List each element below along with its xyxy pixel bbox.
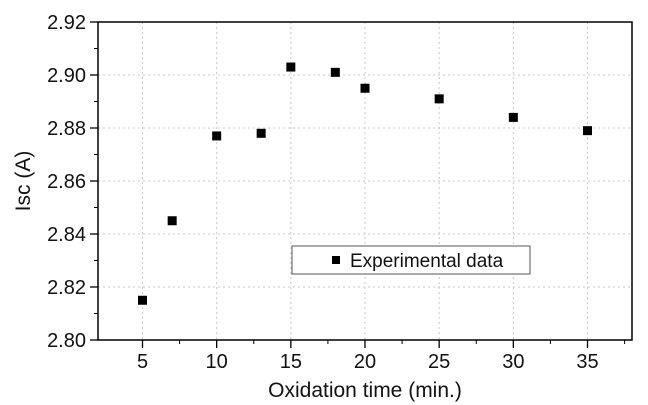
data-point	[167, 216, 177, 226]
data-point	[330, 67, 340, 77]
x-tick-label: 15	[280, 351, 302, 373]
data-point	[256, 128, 266, 138]
data-point	[286, 62, 296, 72]
legend-box	[291, 245, 531, 275]
y-tick-label: 2.86	[47, 171, 86, 193]
x-tick-label: 35	[576, 351, 598, 373]
x-tick-label: 20	[354, 351, 376, 373]
data-points	[138, 62, 592, 305]
x-tick-label: 10	[206, 351, 228, 373]
y-tick-label: 2.88	[47, 118, 86, 140]
data-point	[360, 83, 370, 93]
data-point	[434, 94, 444, 104]
y-tick-label: 2.80	[47, 330, 86, 352]
y-axis-title: Isc (A)	[12, 151, 35, 212]
y-tick-label: 2.92	[47, 12, 86, 34]
legend-marker	[332, 256, 340, 264]
x-tick-label: 25	[428, 351, 450, 373]
axis-ticks: 5 10 15 20 25 30 35 2.80 2.82 2.84 2.86 2.88 2.90 2.9…	[47, 12, 626, 373]
data-point	[212, 131, 222, 141]
legend-label: Experimental data	[350, 251, 504, 272]
y-tick-label: 2.82	[47, 277, 86, 299]
x-tick-label: 5	[137, 351, 148, 373]
y-tick-label: 2.84	[47, 224, 86, 246]
x-tick-label: 30	[502, 351, 524, 373]
x-axis-title: Oxidation time (min.)	[268, 379, 462, 402]
legend: Experimental data	[291, 245, 531, 275]
y-tick-label: 2.90	[47, 65, 86, 87]
data-point	[138, 295, 147, 305]
data-point	[508, 112, 518, 122]
grid-lines	[98, 21, 632, 341]
data-point	[583, 126, 592, 136]
